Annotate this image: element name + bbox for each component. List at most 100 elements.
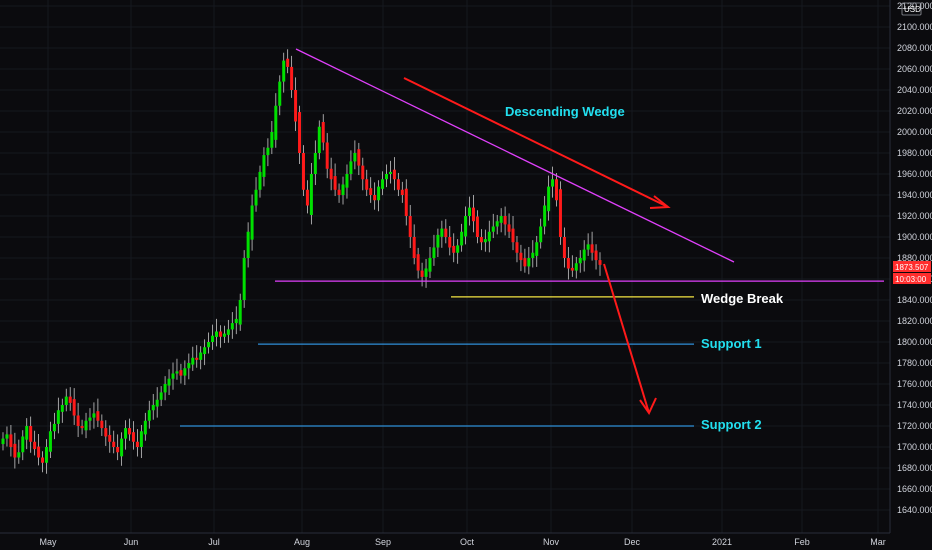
price-tick-label: 1960.000	[897, 169, 932, 179]
candle	[562, 227, 566, 268]
candle	[349, 150, 353, 181]
price-tick-label: 2060.000	[897, 64, 932, 74]
candle	[377, 180, 381, 212]
price-tick-label: 1820.000	[897, 316, 932, 326]
candle	[424, 259, 428, 288]
candle	[313, 140, 317, 186]
candle	[491, 213, 495, 239]
candle	[266, 138, 270, 167]
candle	[531, 240, 535, 268]
price-tick-label: 1880.000	[897, 253, 932, 263]
candle	[337, 183, 341, 203]
candle	[112, 430, 116, 454]
time-tick-label: 2021	[712, 537, 732, 547]
candle	[159, 386, 163, 407]
annotation-wedge-break: Wedge Break	[701, 291, 784, 306]
price-tick-label: 1920.000	[897, 211, 932, 221]
candle	[37, 433, 41, 466]
candle	[167, 369, 171, 396]
annotation-support-1: Support 1	[701, 336, 762, 351]
candle	[341, 176, 345, 205]
candle	[582, 240, 586, 272]
price-tick-label: 1640.000	[897, 505, 932, 515]
countdown-label: 10:03:00	[895, 275, 927, 284]
candle	[286, 49, 290, 74]
candle	[72, 388, 76, 425]
candle	[238, 293, 242, 331]
candle	[254, 177, 258, 212]
candle	[309, 162, 313, 225]
descending-trendline[interactable]	[295, 48, 735, 263]
candle	[207, 332, 211, 354]
grid	[0, 0, 890, 533]
candle	[60, 398, 64, 423]
candle	[234, 306, 238, 335]
candle	[214, 318, 218, 347]
candle	[151, 393, 155, 420]
candle	[566, 246, 570, 280]
candle	[471, 195, 475, 233]
candle	[124, 420, 128, 450]
candle	[444, 219, 448, 244]
candle	[128, 418, 132, 441]
candle	[412, 224, 416, 265]
time-tick-label: Nov	[543, 537, 560, 547]
candle	[388, 160, 392, 184]
candle	[345, 164, 349, 199]
candle	[139, 424, 143, 459]
candle	[511, 216, 515, 251]
candle	[282, 52, 286, 93]
trend-arrow[interactable]	[403, 77, 671, 209]
candle	[301, 145, 305, 197]
candle	[242, 250, 246, 308]
candle	[187, 353, 191, 380]
candle	[353, 140, 357, 170]
price-tick-label: 1740.000	[897, 400, 932, 410]
candle	[325, 133, 329, 179]
candle	[357, 142, 361, 176]
candles	[1, 49, 602, 474]
candle	[92, 402, 96, 429]
annotation-title: Descending Wedge	[505, 104, 625, 119]
time-tick-label: Oct	[460, 537, 475, 547]
candle	[120, 432, 124, 466]
candle	[578, 250, 582, 273]
currency-badge[interactable]	[901, 2, 922, 16]
candle	[290, 55, 294, 98]
candle	[416, 247, 420, 279]
time-tick-label: Sep	[375, 537, 391, 547]
price-tick-label: 1780.000	[897, 358, 932, 368]
candle	[104, 420, 108, 446]
candle	[230, 312, 234, 339]
breakdown-arrow[interactable]	[603, 263, 657, 416]
candle	[131, 421, 135, 450]
candle	[558, 181, 562, 245]
candle	[147, 400, 151, 429]
candle	[203, 339, 207, 366]
candle	[64, 388, 68, 412]
candle	[369, 177, 373, 203]
candle	[195, 345, 199, 368]
candle	[294, 77, 298, 131]
time-tick-label: Dec	[624, 537, 641, 547]
candle	[278, 75, 282, 116]
candle	[44, 439, 48, 474]
candle	[468, 196, 472, 226]
time-axis[interactable]	[0, 533, 890, 550]
drawings[interactable]	[180, 48, 884, 427]
candle	[515, 235, 519, 263]
price-tick-label: 1800.000	[897, 337, 932, 347]
candle	[179, 363, 183, 384]
candle	[258, 165, 262, 198]
candle	[226, 319, 230, 343]
price-tick-label: 2080.000	[897, 43, 932, 53]
candle	[428, 246, 432, 278]
candle	[222, 325, 226, 344]
candle	[56, 397, 60, 434]
candle	[163, 376, 167, 401]
candle	[479, 229, 483, 251]
candle	[543, 196, 547, 235]
candle	[420, 262, 424, 287]
annotation-support-2: Support 2	[701, 417, 762, 432]
